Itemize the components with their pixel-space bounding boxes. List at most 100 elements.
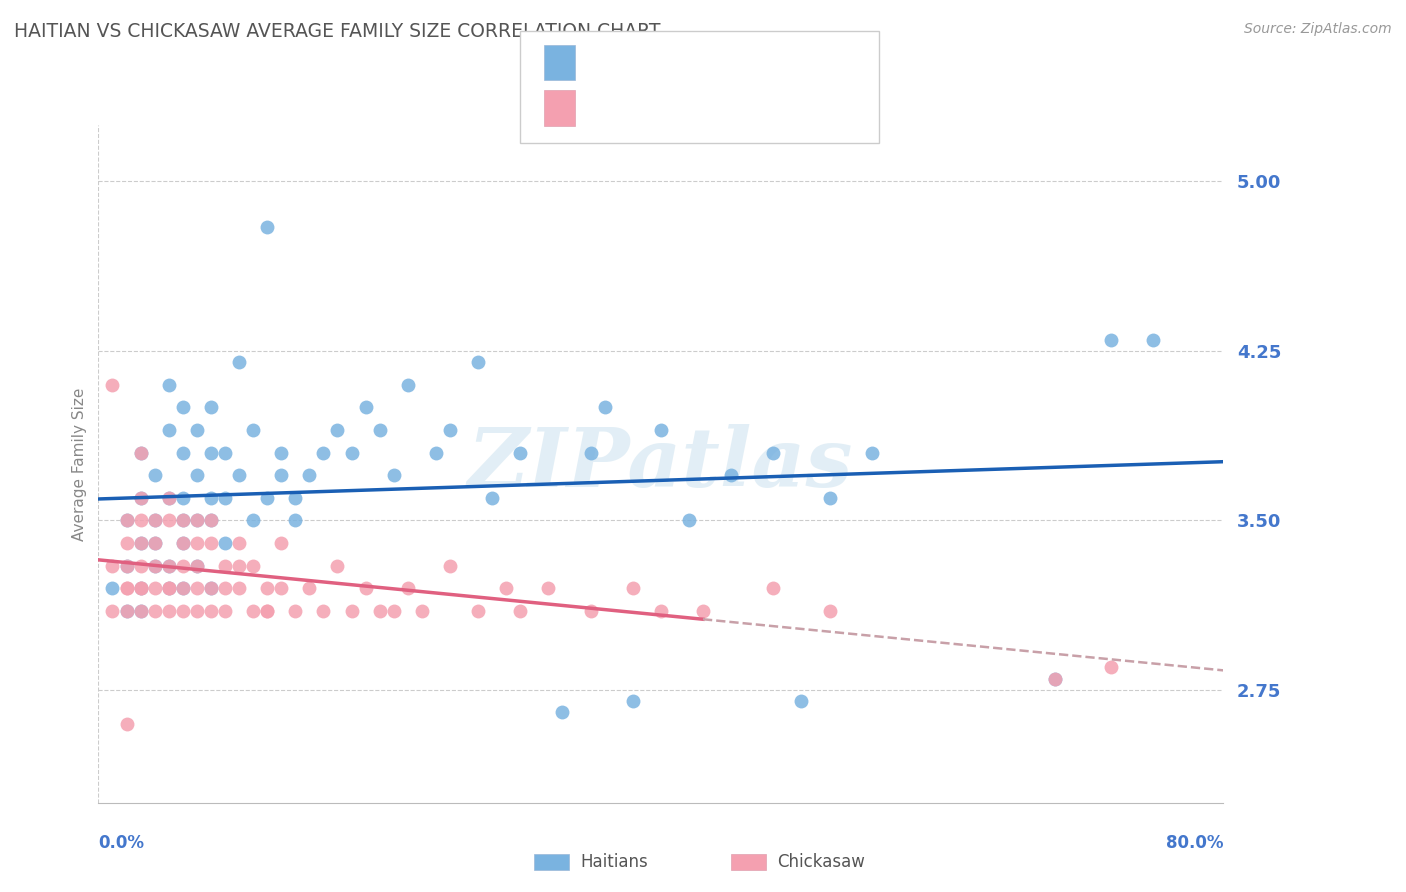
Point	[720, 468, 742, 483]
Point	[101, 604, 124, 618]
Point	[256, 491, 278, 505]
Point	[143, 513, 166, 527]
Point	[129, 581, 152, 595]
Point	[537, 581, 560, 595]
Point	[200, 491, 222, 505]
Point	[256, 581, 278, 595]
Point	[157, 513, 180, 527]
Point	[298, 468, 321, 483]
Point	[214, 445, 236, 459]
Point	[157, 558, 180, 573]
Point	[439, 423, 461, 437]
Point	[382, 604, 405, 618]
Point	[650, 604, 672, 618]
Point	[172, 513, 194, 527]
Point	[270, 581, 292, 595]
Point	[172, 536, 194, 550]
Point	[284, 491, 307, 505]
Point	[200, 581, 222, 595]
Point	[101, 581, 124, 595]
Point	[157, 581, 180, 595]
Y-axis label: Average Family Size: Average Family Size	[72, 387, 87, 541]
Point	[200, 536, 222, 550]
Text: Chickasaw: Chickasaw	[778, 853, 866, 871]
Point	[214, 581, 236, 595]
Point	[143, 581, 166, 595]
Point	[228, 468, 250, 483]
Point	[312, 604, 335, 618]
Text: Haitians: Haitians	[581, 853, 648, 871]
Point	[368, 423, 391, 437]
Point	[256, 219, 278, 234]
Point	[115, 558, 138, 573]
Point	[1099, 333, 1122, 347]
Point	[186, 581, 208, 595]
Point	[157, 581, 180, 595]
Point	[157, 491, 180, 505]
Text: 0.0%: 0.0%	[98, 834, 145, 852]
Point	[200, 401, 222, 415]
Point	[214, 604, 236, 618]
Point	[467, 355, 489, 369]
Point	[579, 604, 602, 618]
Point	[326, 423, 349, 437]
Point	[186, 468, 208, 483]
Point	[143, 604, 166, 618]
Text: 80.0%: 80.0%	[1166, 834, 1223, 852]
Point	[818, 491, 841, 505]
Point	[115, 513, 138, 527]
Point	[621, 694, 644, 708]
Point	[200, 513, 222, 527]
Point	[186, 513, 208, 527]
Point	[354, 581, 377, 595]
Point	[129, 445, 152, 459]
Point	[439, 558, 461, 573]
Point	[186, 558, 208, 573]
Point	[368, 604, 391, 618]
Text: HAITIAN VS CHICKASAW AVERAGE FAMILY SIZE CORRELATION CHART: HAITIAN VS CHICKASAW AVERAGE FAMILY SIZE…	[14, 22, 661, 41]
Point	[143, 558, 166, 573]
Point	[157, 491, 180, 505]
Point	[129, 491, 152, 505]
Point	[172, 581, 194, 595]
Point	[411, 604, 433, 618]
Point	[1043, 672, 1066, 686]
Point	[396, 581, 419, 595]
Point	[242, 513, 264, 527]
Point	[115, 604, 138, 618]
Point	[129, 513, 152, 527]
Point	[495, 581, 517, 595]
Point	[579, 445, 602, 459]
Point	[326, 558, 349, 573]
Point	[1099, 660, 1122, 674]
Point	[172, 401, 194, 415]
Point	[762, 445, 785, 459]
Point	[172, 581, 194, 595]
Point	[129, 445, 152, 459]
Point	[509, 604, 531, 618]
Point	[172, 445, 194, 459]
Point	[172, 604, 194, 618]
Text: Source: ZipAtlas.com: Source: ZipAtlas.com	[1244, 22, 1392, 37]
Point	[621, 581, 644, 595]
Point	[129, 558, 152, 573]
Point	[481, 491, 503, 505]
Point	[129, 604, 152, 618]
Point	[270, 468, 292, 483]
Point	[115, 581, 138, 595]
Point	[129, 536, 152, 550]
Point	[228, 558, 250, 573]
Point	[157, 581, 180, 595]
Point	[200, 445, 222, 459]
Point	[143, 513, 166, 527]
Point	[818, 604, 841, 618]
Point	[214, 536, 236, 550]
Point	[1142, 333, 1164, 347]
Point	[115, 604, 138, 618]
Point	[186, 604, 208, 618]
Point	[143, 558, 166, 573]
Point	[284, 604, 307, 618]
Point	[242, 423, 264, 437]
Point	[762, 581, 785, 595]
Point	[312, 445, 335, 459]
